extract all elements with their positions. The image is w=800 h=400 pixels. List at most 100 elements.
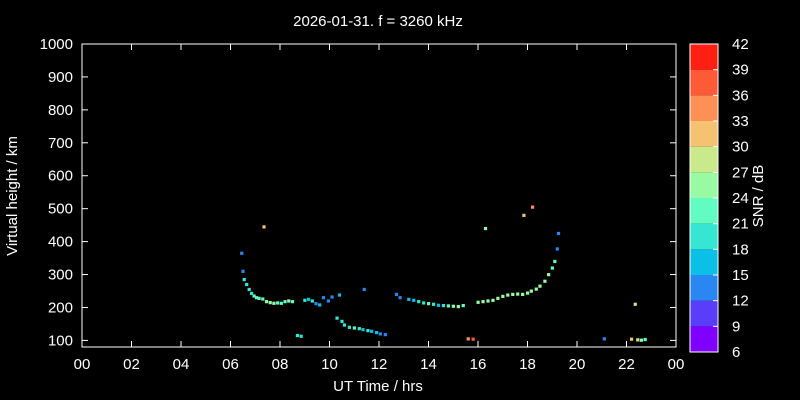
x-tick-label: 16: [470, 356, 487, 373]
data-point: [427, 302, 431, 306]
data-point: [347, 325, 351, 329]
colorbar-segment: [690, 146, 718, 173]
colorbar-tick-label: 21: [732, 216, 749, 233]
data-point: [471, 337, 475, 341]
colorbar-tick-label: 15: [732, 267, 749, 284]
colorbar-segment: [690, 249, 718, 275]
data-point: [303, 298, 307, 302]
data-point: [643, 337, 647, 342]
data-point: [534, 287, 538, 291]
data-point: [335, 316, 339, 320]
data-points: [240, 205, 647, 342]
data-point: [306, 297, 311, 301]
data-point: [555, 247, 559, 251]
plot-area: [81, 43, 677, 348]
data-point: [241, 269, 245, 273]
data-point: [242, 277, 246, 282]
data-point: [261, 297, 265, 301]
data-point: [476, 300, 480, 304]
data-point: [431, 302, 436, 306]
colorbar-tick-label: 39: [732, 62, 749, 79]
y-tick-label: 500: [48, 201, 73, 218]
data-point: [602, 337, 606, 341]
y-tick-label: 900: [48, 69, 73, 86]
x-tick-label: 12: [371, 356, 388, 373]
data-point: [262, 225, 266, 229]
colorbar-segment: [690, 172, 718, 198]
colorbar-segment: [690, 121, 718, 147]
data-point: [629, 337, 634, 341]
data-point: [290, 300, 295, 304]
data-point: [252, 294, 256, 298]
y-tick-label: 800: [48, 102, 73, 119]
y-axis: 100 200 300 400 500 600 700 800 900 1000: [40, 36, 676, 349]
x-tick-label: 22: [618, 356, 635, 373]
data-point: [276, 301, 280, 305]
y-tick-label: 400: [48, 234, 73, 251]
data-point: [314, 302, 318, 306]
data-point: [340, 319, 344, 324]
data-point: [511, 292, 515, 297]
x-tick-label: 00: [74, 356, 91, 373]
x-tick-label: 20: [569, 356, 586, 373]
colorbar-tick-label: 18: [732, 241, 749, 258]
x-tick-label: 02: [123, 356, 140, 373]
y-tick-label: 300: [48, 267, 73, 284]
data-point: [486, 299, 490, 303]
colorbar-tick-label: 12: [732, 293, 749, 310]
data-point: [326, 299, 330, 303]
data-point: [283, 300, 287, 304]
data-point: [516, 292, 520, 296]
data-point: [268, 301, 272, 305]
data-point: [481, 300, 485, 304]
data-point: [383, 332, 387, 337]
data-point: [496, 296, 500, 300]
data-point: [361, 328, 365, 332]
data-point: [375, 331, 379, 335]
data-point: [299, 334, 303, 338]
data-point: [412, 298, 416, 302]
data-point: [441, 304, 446, 308]
data-point: [436, 303, 441, 307]
data-point: [264, 300, 269, 304]
data-point: [287, 299, 291, 303]
colorbar-segment: [690, 198, 718, 224]
data-point: [543, 279, 547, 283]
x-tick-label: 14: [420, 356, 437, 373]
data-point: [521, 292, 525, 297]
data-point: [556, 231, 561, 236]
y-tick-label: 200: [48, 299, 73, 316]
data-point: [318, 303, 322, 307]
data-point: [530, 205, 535, 209]
data-point: [254, 296, 259, 300]
colorbar-tick-label: 9: [732, 318, 740, 335]
data-point: [279, 301, 283, 305]
data-point: [272, 301, 276, 305]
x-axis-label: UT Time / hrs: [333, 378, 423, 395]
data-point: [417, 300, 421, 304]
data-point: [394, 292, 399, 297]
y-axis-label: Virtual height / km: [4, 136, 21, 256]
data-point: [501, 294, 505, 298]
data-point: [378, 332, 382, 336]
data-point: [362, 287, 366, 292]
colorbar-segment: [690, 326, 718, 352]
x-tick-label: 18: [519, 356, 536, 373]
colorbar-tick-label: 6: [732, 344, 740, 361]
colorbar-segment: [690, 95, 718, 121]
x-tick-label: 00: [668, 356, 685, 373]
data-point: [398, 296, 402, 300]
x-tick-label: 06: [222, 356, 239, 373]
data-point: [250, 291, 254, 296]
colorbar-tick-label: 33: [732, 113, 749, 130]
colorbar-tick-label: 30: [732, 139, 749, 156]
data-point: [553, 259, 557, 264]
data-point: [321, 296, 326, 300]
data-point: [633, 302, 637, 306]
data-point: [352, 326, 356, 330]
data-point: [538, 284, 542, 288]
colorbar-label: SNR / dB: [750, 165, 767, 228]
data-point: [257, 296, 261, 300]
x-tick-label: 08: [272, 356, 289, 373]
